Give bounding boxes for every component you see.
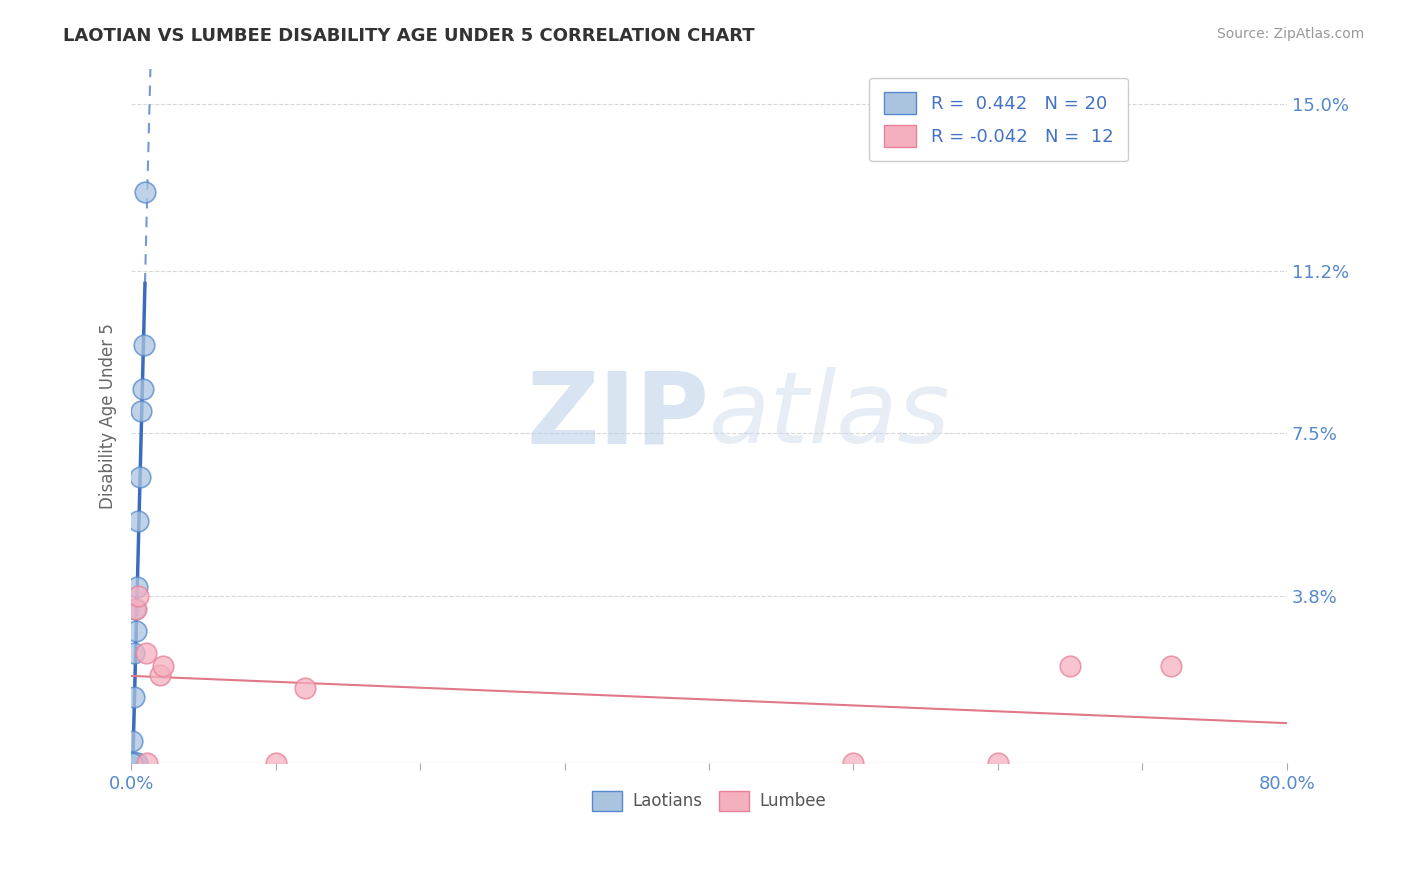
Point: [125, 580, 148, 594]
Point: [129, 470, 152, 484]
Point: [124, 602, 146, 616]
Y-axis label: Disability Age Under 5: Disability Age Under 5: [100, 323, 117, 508]
Point: [135, 646, 157, 660]
Point: [124, 756, 146, 771]
Point: [136, 756, 159, 771]
Point: [134, 185, 156, 199]
Point: [121, 756, 143, 771]
Point: [134, 338, 156, 352]
Point: [987, 756, 1010, 771]
Point: [122, 756, 145, 771]
Point: [1059, 659, 1081, 673]
Point: [152, 659, 174, 673]
Point: [294, 681, 316, 696]
Point: [122, 646, 145, 660]
Text: atlas: atlas: [709, 368, 950, 465]
Point: [1160, 659, 1182, 673]
Point: [124, 602, 146, 616]
Point: [122, 756, 145, 771]
Point: [149, 668, 172, 682]
Point: [127, 514, 149, 528]
Text: LAOTIAN VS LUMBEE DISABILITY AGE UNDER 5 CORRELATION CHART: LAOTIAN VS LUMBEE DISABILITY AGE UNDER 5…: [63, 27, 755, 45]
Point: [121, 734, 143, 748]
Point: [264, 756, 287, 771]
Point: [132, 383, 155, 397]
Point: [121, 756, 143, 771]
Point: [122, 690, 145, 705]
Text: ZIP: ZIP: [526, 368, 709, 465]
Point: [842, 756, 865, 771]
Point: [121, 756, 143, 771]
Point: [125, 756, 148, 771]
Point: [131, 404, 153, 418]
Text: Source: ZipAtlas.com: Source: ZipAtlas.com: [1216, 27, 1364, 41]
Point: [124, 624, 146, 639]
Point: [127, 589, 149, 603]
Legend: Laotians, Lumbee: Laotians, Lumbee: [579, 777, 839, 824]
Point: [124, 756, 146, 771]
